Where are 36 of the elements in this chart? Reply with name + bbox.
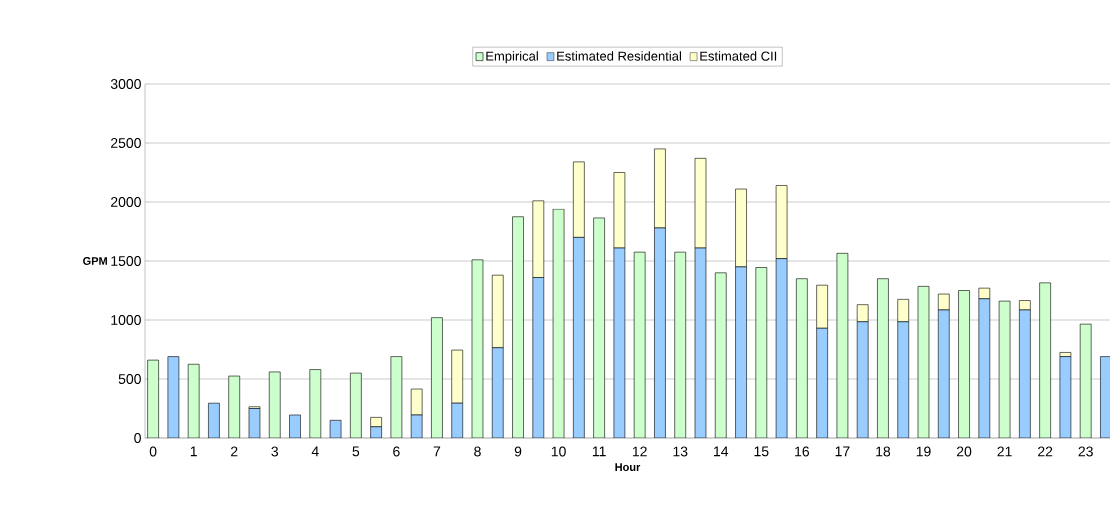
y-axis-title: GPM: [83, 257, 107, 265]
y-tick-label: 2500: [111, 138, 141, 148]
x-tick-label: 21: [997, 446, 1012, 457]
x-tick-label: 22: [1038, 446, 1053, 457]
x-tick-label: 4: [311, 446, 319, 457]
x-tick-label: 19: [916, 446, 931, 457]
x-tick-label: 1: [190, 446, 197, 457]
x-tick-label: 18: [876, 446, 891, 457]
y-tick-label: 1500: [111, 256, 141, 266]
x-tick-label: 2: [231, 446, 238, 457]
y-tick-label: 2000: [111, 197, 141, 207]
x-tick-label: 6: [393, 446, 400, 457]
x-tick-label: 20: [956, 446, 972, 457]
x-axis-title: Hour: [615, 463, 641, 471]
y-tick-label: 0: [134, 433, 141, 443]
x-tick-label: 5: [352, 446, 360, 457]
x-tick-label: 7: [433, 446, 441, 457]
x-tick-label: 9: [514, 446, 522, 457]
x-tick-label: 16: [795, 446, 810, 457]
x-tick-label: 8: [474, 446, 481, 457]
x-tick-label: 3: [271, 446, 279, 457]
x-tick-label: 11: [592, 446, 606, 457]
x-tick-label: 14: [714, 446, 729, 457]
y-tick-label: 1000: [111, 315, 141, 325]
x-tick-label: 0: [149, 446, 157, 457]
y-tick-label: 500: [118, 374, 141, 384]
legend-label: Empirical: [486, 51, 538, 64]
legend-label: Estimated Residential: [557, 51, 681, 61]
x-tick-label: 17: [835, 446, 850, 457]
y-tick-label: 3000: [110, 79, 141, 89]
x-tick-label: 15: [754, 446, 769, 457]
x-tick-label: 23: [1078, 446, 1093, 457]
x-tick-label: 10: [551, 446, 566, 457]
x-tick-label: 12: [632, 446, 647, 457]
x-tick-label: 13: [673, 446, 688, 457]
legend-label: Estimated CII: [700, 51, 777, 61]
